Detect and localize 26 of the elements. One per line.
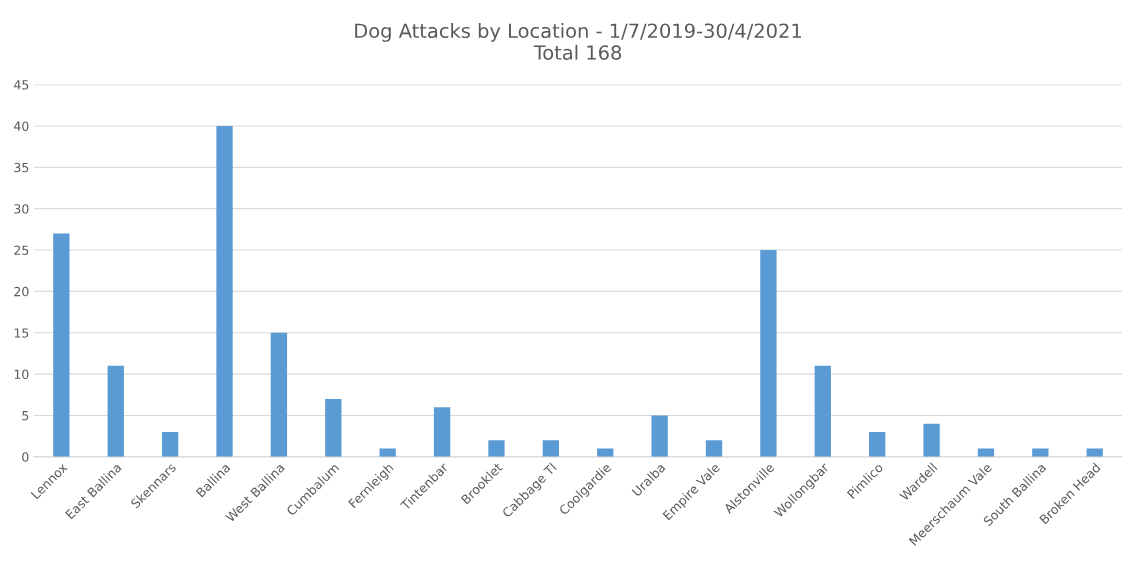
bar: [325, 398, 342, 457]
bar: [705, 440, 723, 457]
bar: [869, 432, 886, 457]
y-tick-label: 40: [14, 121, 29, 131]
bar: [53, 233, 70, 457]
bar: [651, 415, 668, 457]
y-tick-label: 30: [14, 204, 29, 214]
bar: [760, 250, 777, 457]
y-tick-label: 35: [14, 162, 29, 173]
y-tick-label: 10: [14, 369, 29, 380]
bar: [814, 365, 831, 457]
y-tick-label: 25: [14, 245, 29, 255]
bar: [107, 365, 124, 457]
y-tick-label: 20: [14, 286, 29, 297]
bar: [161, 432, 179, 457]
y-tick-label: 15: [14, 328, 29, 338]
bar: [270, 332, 288, 457]
bar: [433, 407, 451, 457]
y-tick-label: 0: [22, 452, 29, 462]
bar: [216, 125, 233, 457]
y-tick-label: 5: [22, 411, 29, 421]
y-tick-label: 45: [14, 80, 29, 90]
bar: [488, 440, 505, 457]
bar: [923, 423, 940, 457]
chart-title: Dog Attacks by Location - 1/7/2019-30/4/2021 Total 168: [355, 23, 801, 60]
bar: [542, 440, 560, 457]
